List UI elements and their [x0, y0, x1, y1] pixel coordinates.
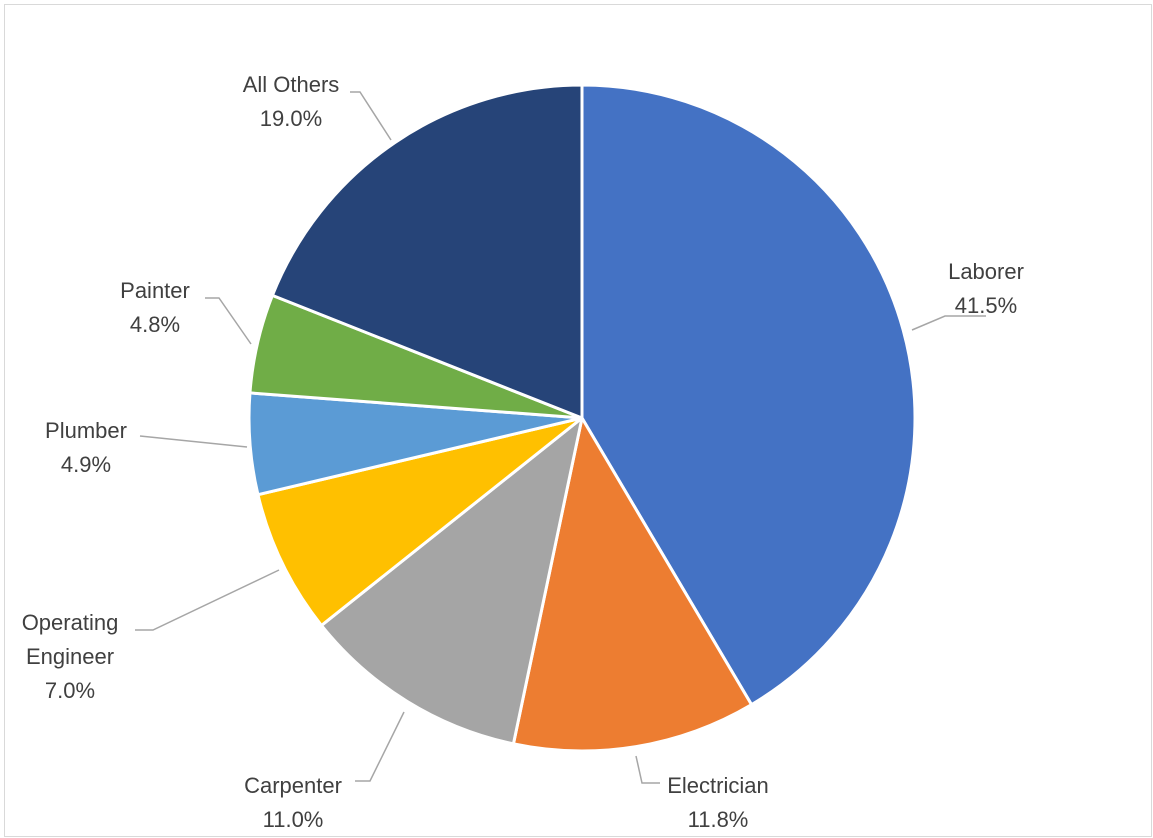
pie-slice-carpenter [319, 416, 584, 746]
leader-line-painter [205, 297, 252, 345]
pie-slice-electrician [511, 416, 754, 753]
pie-slice-operating-engineer [256, 416, 584, 627]
leader-line-operating-engineer [135, 569, 280, 631]
data-label-category: Laborer [948, 259, 1024, 284]
data-labels: Laborer 41.5% Electrician 11.8% Carpenter 11.… [22, 72, 1024, 832]
data-label-category: Engineer [26, 644, 114, 669]
data-label-value: 19.0% [260, 106, 322, 131]
pie-slices [247, 83, 917, 753]
leader-line-electrician [635, 755, 660, 784]
data-label-laborer: Laborer 41.5% [948, 259, 1024, 318]
data-label-category: All Others [243, 72, 340, 97]
data-label-category: Carpenter [244, 773, 342, 798]
data-label-category: Painter [120, 278, 190, 303]
data-label-plumber: Plumber 4.9% [45, 418, 127, 477]
data-label-all-others: All Others 19.0% [243, 72, 340, 131]
data-label-category: Operating [22, 610, 119, 635]
pie-slice-all-others [270, 83, 584, 420]
data-label-electrician: Electrician 11.8% [667, 773, 768, 832]
data-label-value: 4.8% [130, 312, 180, 337]
data-label-value: 41.5% [955, 293, 1017, 318]
leader-lines [135, 91, 986, 784]
data-label-operating-engineer: Operating Engineer 7.0% [22, 610, 119, 703]
data-label-category: Electrician [667, 773, 768, 798]
pie-slice-laborer [580, 83, 917, 707]
leader-line-all-others [350, 91, 392, 141]
data-label-category: Plumber [45, 418, 127, 443]
data-label-value: 7.0% [45, 678, 95, 703]
data-label-value: 11.0% [263, 807, 324, 832]
leader-line-carpenter [355, 711, 405, 782]
data-label-painter: Painter 4.8% [120, 278, 190, 337]
leader-line-plumber [139, 435, 248, 448]
data-label-carpenter: Carpenter 11.0% [244, 773, 342, 832]
data-label-value: 11.8% [688, 807, 749, 832]
data-label-value: 4.9% [61, 452, 111, 477]
leader-line-laborer [911, 315, 986, 331]
